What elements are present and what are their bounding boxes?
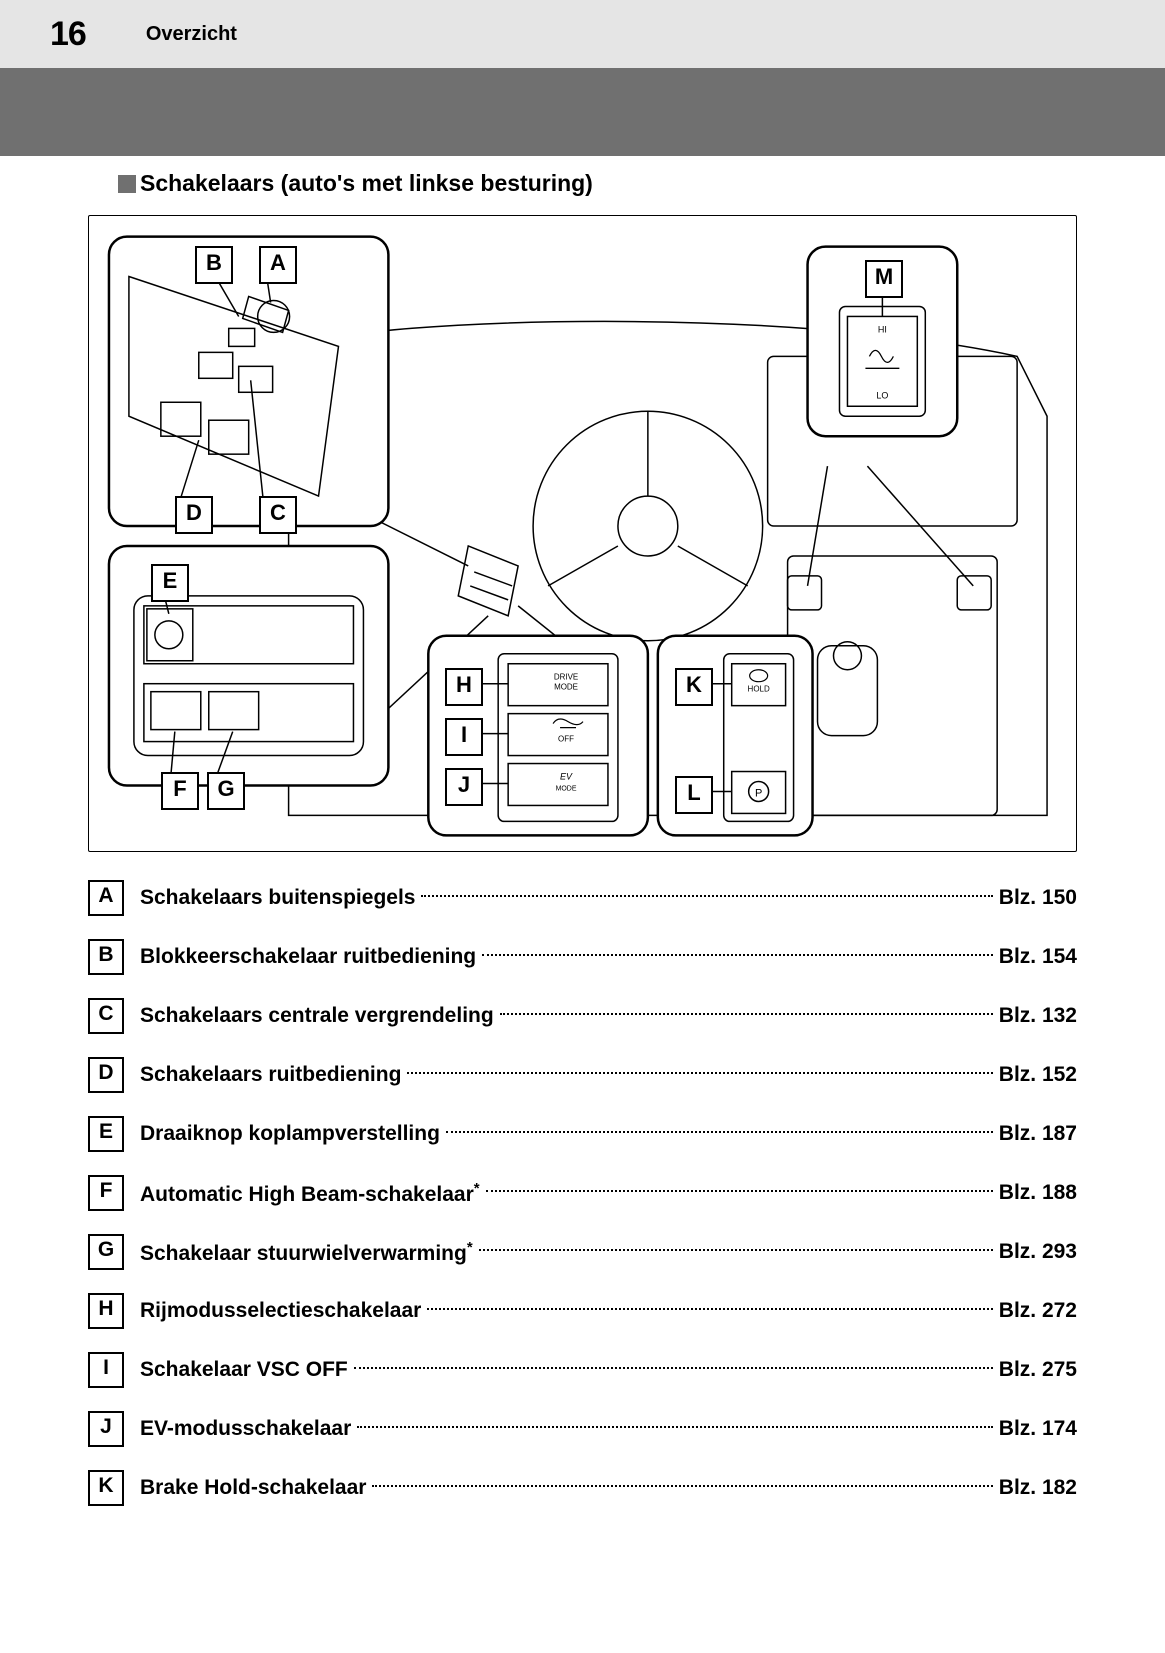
- list-item-text: Rijmodusselectieschakelaar: [140, 1299, 421, 1323]
- list-item: E Draaiknop koplampverstelling Blz. 187: [88, 1116, 1077, 1152]
- list-item-letter: I: [88, 1352, 124, 1388]
- svg-text:MODE: MODE: [556, 785, 577, 792]
- leader-dots: [482, 954, 993, 956]
- diagram-label-A: A: [259, 246, 297, 284]
- diagram-label-M: M: [865, 260, 903, 298]
- leader-dots: [486, 1190, 993, 1192]
- page-number: 16: [50, 15, 86, 54]
- list-item: B Blokkeerschakelaar ruitbediening Blz. 15…: [88, 939, 1077, 975]
- leader-dots: [407, 1072, 992, 1074]
- leader-dots: [446, 1131, 993, 1133]
- switch-diagram: DRIVE MODE OFF EV MODE: [88, 215, 1077, 852]
- diagram-label-C: C: [259, 496, 297, 534]
- svg-text:P: P: [755, 787, 762, 799]
- svg-text:HI: HI: [878, 324, 887, 334]
- list-item-letter: E: [88, 1116, 124, 1152]
- diagram-label-E: E: [151, 564, 189, 602]
- svg-text:HOLD: HOLD: [748, 685, 770, 694]
- list-item-page: Blz. 132: [999, 1004, 1077, 1028]
- diagram-label-D: D: [175, 496, 213, 534]
- list-item-text: Automatic High Beam-schakelaar*: [140, 1180, 480, 1207]
- list-item-letter: D: [88, 1057, 124, 1093]
- list-item-text: Blokkeerschakelaar ruitbediening: [140, 945, 476, 969]
- square-bullet-icon: [118, 175, 136, 193]
- svg-text:DRIVE: DRIVE: [554, 673, 578, 682]
- list-item-text: Schakelaar VSC OFF: [140, 1358, 348, 1382]
- list-item-text: Schakelaars buitenspiegels: [140, 886, 415, 910]
- diagram-label-H: H: [445, 668, 483, 706]
- leader-dots: [357, 1426, 993, 1428]
- list-item-page: Blz. 182: [999, 1476, 1077, 1500]
- list-item-page: Blz. 293: [999, 1240, 1077, 1264]
- asterisk-icon: *: [474, 1180, 480, 1197]
- list-item-page: Blz. 188: [999, 1181, 1077, 1205]
- list-item-letter: A: [88, 880, 124, 916]
- list-item-page: Blz. 150: [999, 886, 1077, 910]
- section-title-text: Schakelaars (auto's met linkse besturing…: [140, 170, 593, 197]
- leader-dots: [354, 1367, 993, 1369]
- list-item-text: Schakelaars centrale vergrendeling: [140, 1004, 494, 1028]
- leader-dots: [500, 1013, 993, 1015]
- list-item-letter: H: [88, 1293, 124, 1329]
- page: 16 Overzicht Schakelaars (auto's met lin…: [0, 0, 1165, 1653]
- diagram-label-L: L: [675, 776, 713, 814]
- list-item: J EV-modusschakelaar Blz. 174: [88, 1411, 1077, 1447]
- list-item: D Schakelaars ruitbediening Blz. 152: [88, 1057, 1077, 1093]
- list-item: K Brake Hold-schakelaar Blz. 182: [88, 1470, 1077, 1506]
- switch-list: A Schakelaars buitenspiegels Blz. 150 B Blok…: [88, 880, 1077, 1506]
- svg-text:LO: LO: [876, 390, 888, 400]
- list-item: F Automatic High Beam-schakelaar* Blz. 188: [88, 1175, 1077, 1211]
- svg-text:OFF: OFF: [558, 735, 574, 744]
- diagram-label-I: I: [445, 718, 483, 756]
- svg-text:EV: EV: [560, 772, 573, 782]
- list-item-text: Draaiknop koplampverstelling: [140, 1122, 440, 1146]
- list-item-letter: F: [88, 1175, 124, 1211]
- leader-dots: [372, 1485, 992, 1487]
- list-item-text: EV-modusschakelaar: [140, 1417, 351, 1441]
- diagram-label-G: G: [207, 772, 245, 810]
- list-item: H Rijmodusselectieschakelaar Blz. 272: [88, 1293, 1077, 1329]
- leader-dots: [427, 1308, 992, 1310]
- header-dark-band: [0, 68, 1165, 156]
- page-header: 16 Overzicht: [0, 0, 1165, 68]
- list-item: A Schakelaars buitenspiegels Blz. 150: [88, 880, 1077, 916]
- diagram-label-F: F: [161, 772, 199, 810]
- list-item-text: Schakelaars ruitbediening: [140, 1063, 401, 1087]
- list-item-letter: B: [88, 939, 124, 975]
- content-area: Schakelaars (auto's met linkse besturing…: [0, 156, 1165, 1506]
- diagram-art: DRIVE MODE OFF EV MODE: [89, 216, 1076, 851]
- diagram-label-B: B: [195, 246, 233, 284]
- list-item-page: Blz. 187: [999, 1122, 1077, 1146]
- leader-dots: [479, 1249, 993, 1251]
- asterisk-icon: *: [467, 1239, 473, 1256]
- list-item: C Schakelaars centrale vergrendeling Blz. …: [88, 998, 1077, 1034]
- list-item-text: Brake Hold-schakelaar: [140, 1476, 366, 1500]
- list-item-page: Blz. 174: [999, 1417, 1077, 1441]
- svg-text:MODE: MODE: [554, 683, 578, 692]
- list-item-page: Blz. 275: [999, 1358, 1077, 1382]
- list-item-letter: G: [88, 1234, 124, 1270]
- list-item-page: Blz. 152: [999, 1063, 1077, 1087]
- list-item-letter: C: [88, 998, 124, 1034]
- leader-dots: [421, 895, 992, 897]
- list-item-letter: K: [88, 1470, 124, 1506]
- list-item: I Schakelaar VSC OFF Blz. 275: [88, 1352, 1077, 1388]
- list-item-page: Blz. 272: [999, 1299, 1077, 1323]
- list-item-text: Schakelaar stuurwielverwarming*: [140, 1239, 473, 1266]
- chapter-title: Overzicht: [146, 23, 237, 46]
- list-item-letter: J: [88, 1411, 124, 1447]
- list-item: G Schakelaar stuurwielverwarming* Blz. 293: [88, 1234, 1077, 1270]
- diagram-label-K: K: [675, 668, 713, 706]
- list-item-page: Blz. 154: [999, 945, 1077, 969]
- section-title: Schakelaars (auto's met linkse besturing…: [118, 170, 1077, 197]
- diagram-label-J: J: [445, 768, 483, 806]
